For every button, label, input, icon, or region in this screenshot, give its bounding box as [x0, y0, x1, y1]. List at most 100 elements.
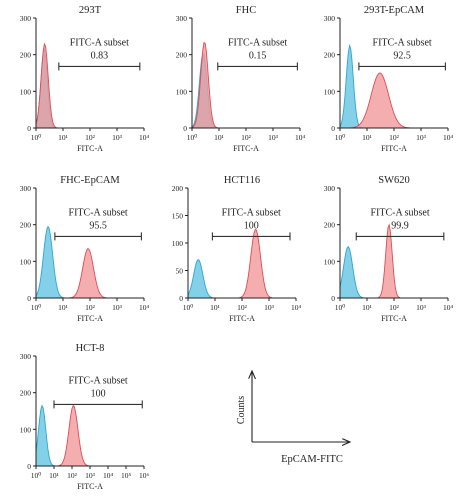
x-tick-label: 10⁴: [443, 133, 454, 142]
y-tick-label: 100: [20, 87, 32, 96]
y-tick-label: 200: [172, 184, 184, 193]
gate-percentage: 0.15: [249, 50, 267, 61]
x-tick-label: 10⁰: [335, 133, 346, 142]
axis-legend-diagram: Counts EpCAM-FITC: [236, 372, 349, 465]
x-tick-label: 10¹: [214, 133, 224, 142]
y-tick-label: 200: [324, 51, 336, 60]
x-tick-label: 10³: [85, 471, 96, 480]
x-tick-label: 10⁴: [139, 133, 150, 142]
axis-frame: [35, 356, 144, 467]
x-tick-label: 10²: [85, 303, 96, 312]
x-tick-label: 10²: [241, 133, 252, 142]
x-tick-label: 10¹: [362, 303, 372, 312]
x-tick-label: 10⁴: [443, 303, 454, 312]
y-tick-label: 200: [324, 221, 336, 230]
y-tick-label: 0: [27, 462, 31, 471]
control-histogram: [35, 404, 144, 467]
x-tick-label: 10⁰: [187, 133, 198, 142]
x-tick-label: 10⁰: [31, 471, 42, 480]
y-tick-label: 100: [20, 257, 32, 266]
gate-percentage: 95.5: [89, 220, 107, 231]
x-axis-label: FITC-A: [77, 482, 103, 491]
x-axis-label: FITC-A: [77, 314, 103, 323]
x-tick-label: 10⁴: [139, 303, 150, 312]
gate-percentage: 100: [91, 388, 106, 399]
x-tick-label: 10²: [389, 133, 400, 142]
epcam-fitc-label: EpCAM-FITC: [281, 454, 343, 465]
x-tick-label: 10⁴: [103, 471, 114, 480]
y-tick-label: 100: [20, 425, 32, 434]
y-tick-label: 300: [176, 14, 188, 23]
x-tick-label: 10¹: [58, 303, 68, 312]
control-histogram: [187, 259, 296, 299]
gate-label: FITC-A subset: [373, 37, 432, 48]
y-tick-label: 0: [331, 294, 335, 303]
sample-histogram: [191, 41, 300, 129]
y-tick-label: 100: [324, 87, 336, 96]
x-axis-label: FITC-A: [229, 314, 255, 323]
y-tick-label: 300: [20, 14, 32, 23]
y-tick-label: 300: [20, 352, 32, 361]
y-tick-label: 100: [324, 257, 336, 266]
y-tick-label: 300: [324, 14, 336, 23]
y-tick-label: 150: [172, 212, 184, 221]
histogram-panel-hct-8: HCT-8 0 100 200 300 10⁰ 10¹ 10² 10³ 10⁴ 10⁵ 10⁶ FITC…: [20, 343, 150, 491]
x-tick-label: 10⁵: [121, 471, 132, 480]
y-tick-label: 0: [179, 294, 183, 303]
histogram-panel-hct116: HCT116 0 50 100 150 200 10⁰ 10¹ 10² 10³ 10⁴ FITC-A F…: [172, 175, 302, 323]
histogram-panel-fhc: FHC 0 100 200 300 10⁰ 10¹ 10² 10³ 10⁴ FITC-A FITC-A…: [176, 5, 306, 153]
y-tick-label: 300: [20, 184, 32, 193]
y-tick-label: 100: [176, 87, 188, 96]
x-tick-label: 10²: [389, 303, 400, 312]
x-axis-label: FITC-A: [381, 144, 407, 153]
x-tick-label: 10¹: [58, 133, 68, 142]
y-tick-label: 50: [176, 267, 184, 276]
x-tick-label: 10⁰: [335, 303, 346, 312]
gate-percentage: 92.5: [393, 50, 411, 61]
x-tick-label: 10⁰: [31, 133, 42, 142]
x-axis-label: FITC-A: [381, 314, 407, 323]
x-tick-label: 10²: [85, 133, 96, 142]
y-tick-label: 0: [27, 294, 31, 303]
panel-title: HCT116: [224, 175, 260, 186]
x-tick-label: 10³: [416, 303, 427, 312]
y-tick-label: 200: [176, 51, 188, 60]
x-tick-label: 10⁰: [31, 303, 42, 312]
gate-label: FITC-A subset: [228, 37, 287, 48]
y-tick-label: 200: [20, 51, 32, 60]
gate-label: FITC-A subset: [70, 37, 129, 48]
panel-title: FHC: [236, 5, 256, 16]
y-tick-label: 200: [20, 389, 32, 398]
y-tick-label: 100: [172, 239, 184, 248]
x-tick-label: 10³: [112, 303, 123, 312]
x-tick-label: 10³: [112, 133, 123, 142]
panel-title: FHC-EpCAM: [60, 175, 120, 186]
histogram-panel-293t-epcam: 293T-EpCAM 0 100 200 300 10⁰ 10¹ 10² 10³ 10⁴ FITC-…: [324, 5, 454, 153]
gate-label: FITC-A subset: [222, 207, 281, 218]
y-tick-label: 0: [331, 124, 335, 133]
x-tick-label: 10⁴: [295, 133, 306, 142]
x-axis-label: FITC-A: [233, 144, 259, 153]
x-tick-label: 10²: [237, 303, 248, 312]
x-tick-label: 10⁶: [139, 471, 150, 480]
x-tick-label: 10³: [416, 133, 427, 142]
gate-percentage: 0.83: [91, 50, 109, 61]
x-tick-label: 10⁰: [183, 303, 194, 312]
counts-label: Counts: [236, 396, 247, 424]
gate-label: FITC-A subset: [370, 207, 429, 218]
x-tick-label: 10¹: [210, 303, 220, 312]
gate-label: FITC-A subset: [69, 207, 128, 218]
y-tick-label: 0: [27, 124, 31, 133]
x-tick-label: 10³: [264, 303, 275, 312]
histogram-panel-fhc-epcam: FHC-EpCAM 0 100 200 300 10⁰ 10¹ 10² 10³ 10⁴ FITC-A…: [20, 175, 150, 323]
x-tick-label: 10⁴: [291, 303, 302, 312]
panel-title: 293T-EpCAM: [364, 5, 425, 16]
x-axis-label: FITC-A: [77, 144, 103, 153]
gate-label: FITC-A subset: [69, 375, 128, 386]
histogram-panel-sw620: SW620 0 100 200 300 10⁰ 10¹ 10² 10³ 10⁴ FITC-A FITC…: [324, 175, 454, 323]
x-tick-label: 10²: [67, 471, 78, 480]
x-tick-label: 10¹: [362, 133, 372, 142]
y-tick-label: 0: [183, 124, 187, 133]
panel-title: SW620: [378, 175, 410, 186]
